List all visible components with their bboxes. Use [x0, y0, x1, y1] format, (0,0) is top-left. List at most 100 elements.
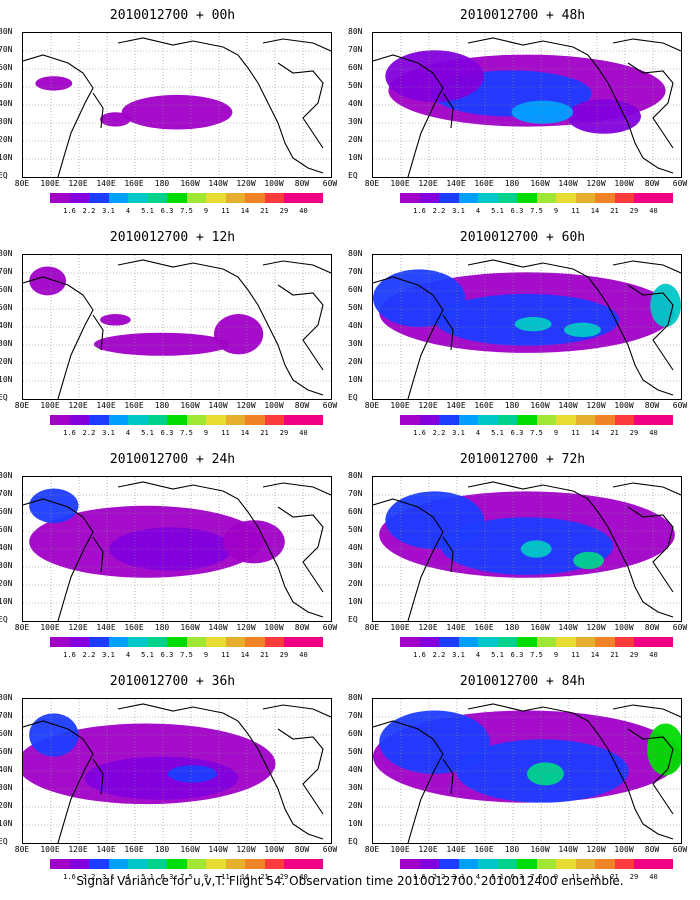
variance-contour: [167, 765, 218, 783]
colorbar-label: 11: [571, 651, 580, 659]
variance-contour: [373, 269, 466, 327]
y-tick-label: 70N: [348, 711, 363, 720]
map-plot-area: [22, 32, 332, 178]
x-tick-label: 80E: [14, 179, 30, 188]
y-tick-label: 70N: [348, 489, 363, 498]
colorbar-label: 6.3: [510, 429, 524, 437]
x-tick-label: 140E: [446, 401, 466, 410]
coastline: [222, 46, 324, 174]
coastline: [117, 481, 224, 492]
colorbar-swatch: [303, 859, 323, 869]
colorbar-swatch: [167, 193, 187, 203]
x-tick-label: 100E: [390, 401, 410, 410]
x-tick-label: 80E: [364, 179, 380, 188]
coastline: [627, 62, 674, 149]
x-tick-label: 160W: [530, 845, 550, 854]
variance-field: [23, 699, 331, 843]
y-tick-label: 80N: [348, 249, 363, 258]
y-tick-label: 50N: [348, 303, 363, 312]
variance-contour: [650, 283, 681, 327]
colorbar-swatch: [147, 415, 167, 425]
colorbar-label: 4: [125, 207, 131, 215]
colorbar-label: 4: [125, 429, 131, 437]
colorbar-label: 4: [125, 873, 131, 881]
panel-title: 2010012700 + 84h: [459, 674, 586, 689]
coastline: [467, 259, 574, 270]
colorbar-swatch: [614, 637, 634, 647]
y-tick-label: 20N: [0, 357, 13, 366]
colorbar-swatch: [575, 859, 595, 869]
coastline: [442, 314, 454, 351]
x-tick-label: 60W: [672, 179, 688, 188]
y-tick-label: 40N: [348, 321, 363, 330]
colorbar-label: 6.3: [510, 651, 524, 659]
x-tick-label: 60W: [322, 623, 338, 632]
y-tick-label: 80N: [0, 471, 13, 480]
colorbar-label: 11: [571, 873, 580, 881]
colorbar-swatch: [634, 415, 654, 425]
x-tick-label: 140W: [208, 401, 228, 410]
colorbar-label: 29: [629, 429, 639, 437]
coastline: [572, 712, 674, 840]
colorbar-label: 21: [610, 873, 619, 881]
x-tick-label: 60W: [322, 179, 338, 188]
colorbar-swatch: [556, 637, 576, 647]
colorbar-swatch: [595, 637, 615, 647]
panel-title: 2010012700 + 48h: [459, 8, 586, 23]
colorbar-label: 9: [553, 873, 559, 881]
y-tick-label: 50N: [0, 747, 13, 756]
x-tick-label: 140W: [208, 179, 228, 188]
colorbar-swatch: [69, 859, 89, 869]
colorbar-label: 3.1: [102, 873, 115, 881]
colorbar-label: 6.3: [160, 873, 174, 881]
colorbar-swatch: [167, 859, 187, 869]
colorbar-label: 6.3: [160, 651, 174, 659]
colorbar-swatch: [575, 637, 595, 647]
variance-contour: [563, 322, 601, 338]
coastline: [627, 728, 674, 815]
coastline: [117, 259, 224, 270]
x-tick-label: 160W: [530, 401, 550, 410]
colorbar-label: 4: [475, 651, 481, 659]
coastline: [23, 720, 94, 843]
coastline: [373, 54, 444, 177]
colorbar-label: 7.5: [180, 873, 193, 881]
colorbar-label: 6.3: [510, 207, 524, 215]
coastline: [277, 62, 324, 149]
colorbar-label: 14: [240, 429, 250, 437]
colorbar-label: 7.5: [530, 651, 543, 659]
colorbar-label: 14: [590, 429, 600, 437]
x-tick-label: 140W: [558, 401, 578, 410]
coastline: [612, 482, 681, 496]
colorbar-swatch: [186, 637, 206, 647]
colorbar-swatch: [614, 859, 634, 869]
x-tick-label: 80W: [294, 179, 310, 188]
y-tick-label: EQ: [348, 615, 358, 624]
colorbar-swatch: [264, 859, 284, 869]
x-tick-label: 80E: [364, 845, 380, 854]
panel-title: 2010012700 + 60h: [459, 230, 586, 245]
colorbar-swatch: [419, 193, 439, 203]
colorbar-label: 29: [629, 651, 639, 659]
y-tick-label: 50N: [0, 81, 13, 90]
coastline: [92, 536, 104, 573]
colorbar-swatch: [653, 859, 673, 869]
colorbar-swatch: [245, 637, 265, 647]
colorbar-swatch: [225, 415, 245, 425]
variance-field: [373, 477, 681, 621]
coastline: [467, 37, 574, 48]
map-plot-area: [372, 254, 682, 400]
x-tick-label: 120W: [236, 179, 256, 188]
x-tick-label: 160W: [180, 623, 200, 632]
colorbar-label: 9: [203, 429, 209, 437]
colorbar-swatch: [128, 193, 148, 203]
colorbar: [50, 415, 323, 425]
colorbar-label: 14: [240, 207, 250, 215]
x-tick-label: 100W: [614, 623, 634, 632]
x-tick-label: 100W: [264, 179, 284, 188]
variance-field: [23, 255, 331, 399]
map-plot-area: [22, 254, 332, 400]
y-tick-label: 40N: [348, 765, 363, 774]
x-tick-label: 100E: [40, 179, 60, 188]
x-tick-label: 120E: [68, 401, 88, 410]
